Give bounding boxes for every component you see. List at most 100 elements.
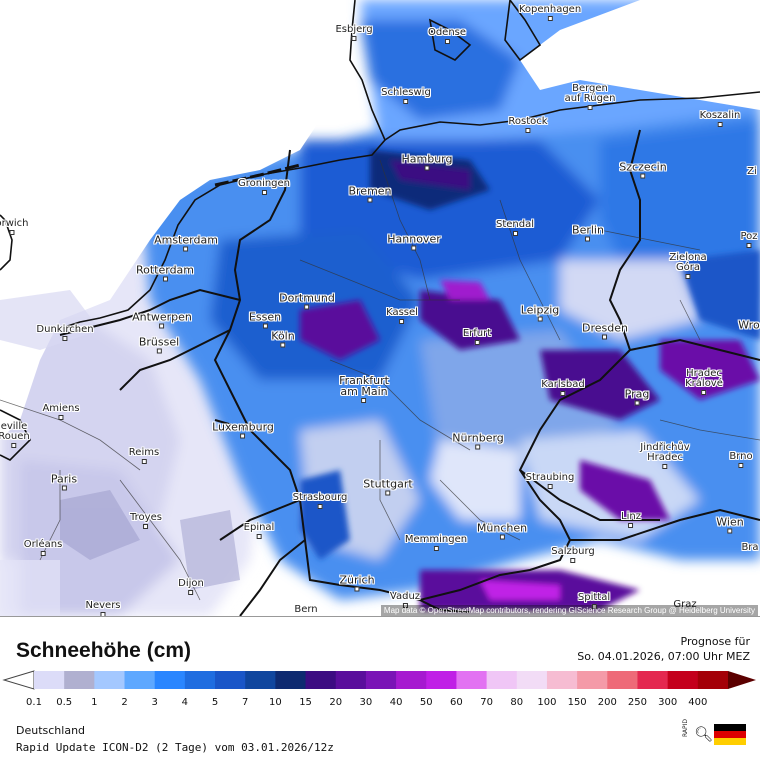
country-borders — [59, 129, 760, 616]
city-label: Jindřichův Hradec — [640, 443, 690, 469]
city-label: Amiens — [42, 404, 80, 420]
city-label: Stendal — [496, 220, 534, 236]
scale-swatch — [637, 671, 669, 689]
city-label: eville Rouen — [0, 422, 30, 448]
forecast-time: So. 04.01.2026, 07:00 Uhr MEZ — [577, 650, 750, 663]
scale-swatch — [154, 671, 186, 689]
city-label: Luxemburg — [212, 422, 274, 439]
scale-swatch — [184, 671, 216, 689]
scale-swatch — [305, 671, 337, 689]
scale-tick-label: 5 — [211, 697, 219, 708]
city-label: Linz — [621, 512, 641, 528]
city-label: Dresden — [582, 323, 628, 340]
city-label: Koszalin — [700, 111, 740, 127]
scale-tick-label: 2 — [121, 697, 128, 708]
legend-title: Schneehöhe (cm) — [16, 639, 192, 662]
scale-tick-label: 30 — [359, 697, 373, 708]
city-label: Nevers — [85, 601, 121, 616]
scale-swatch — [275, 671, 307, 689]
scale-tick-label: 70 — [480, 697, 493, 708]
city-label: Bern — [294, 604, 318, 615]
city-label: Berlin — [572, 225, 604, 242]
city-label: Köln — [271, 331, 295, 348]
city-label: Zürich — [339, 575, 375, 592]
model-run-label: Rapid Update ICON-D2 (2 Tage) vom 03.01.… — [16, 741, 334, 754]
france-patches — [0, 290, 240, 616]
scale-tick-label: 40 — [389, 697, 403, 708]
city-label: Troyes — [130, 513, 162, 529]
scale-tick-label: 150 — [567, 697, 587, 708]
scale-swatch — [124, 671, 156, 689]
city-label: Dortmund — [279, 293, 335, 310]
city-label: München — [477, 523, 527, 540]
scale-swatch — [215, 671, 246, 689]
city-label: Paris — [51, 474, 77, 491]
city-label: Spittal — [578, 593, 610, 609]
scale-swatch — [697, 671, 729, 689]
city-label: Essen — [249, 312, 281, 329]
city-label: Vaduz — [390, 592, 420, 608]
city-label: Poz — [740, 232, 758, 248]
scale-tick-label: 10 — [269, 697, 282, 708]
scale-swatch — [64, 671, 95, 689]
city-label: Szczecin — [619, 162, 667, 179]
scale-tick-label: 0.1 — [26, 697, 42, 708]
snow-field-heavy — [300, 150, 760, 610]
germany-flag-icon — [714, 724, 746, 745]
scale-tick-label: 50 — [419, 697, 433, 708]
city-label: Hannover — [387, 234, 441, 251]
city-label: Reims — [129, 448, 159, 464]
scale-swatch — [245, 671, 276, 689]
city-label: Antwerpen — [132, 312, 192, 329]
city-label: orwich — [0, 219, 29, 235]
city-label: Nürnberg — [452, 433, 504, 450]
map-canvas — [0, 0, 760, 616]
city-label: Rotterdam — [136, 265, 194, 282]
city-label: Amsterdam — [154, 235, 218, 252]
scale-swatch — [396, 671, 427, 689]
city-label: Rostock — [508, 117, 548, 133]
brand-logo[interactable]: RAPID 🔍︎ — [680, 719, 748, 751]
city-label: Wro — [738, 318, 760, 332]
scale-tick-label: 15 — [299, 697, 312, 708]
scale-swatch — [607, 671, 638, 689]
color-scale-ticks: 0.1 0.5 1 2 3 4 5 7 10 15 20 30 40 50 60 70 80 100 150 200 2… — [0, 697, 760, 711]
city-label: Brüssel — [139, 337, 179, 354]
city-label: Bremen — [348, 186, 392, 203]
snow-depth-map[interactable]: Kopenhagen Esbjerg Odense Schleswig Berg… — [0, 0, 760, 616]
city-label: Strasbourg — [293, 493, 347, 509]
scale-swatch — [335, 671, 367, 689]
scale-tick-label: 3 — [151, 697, 158, 708]
scale-tick-label: 300 — [658, 697, 678, 708]
scale-swatch — [667, 671, 699, 689]
scale-swatch — [94, 671, 126, 689]
scale-arrow-min — [2, 670, 35, 690]
city-label: Hradec Králové — [685, 369, 723, 395]
scale-tick-label: 80 — [510, 697, 524, 708]
city-label: Kassel — [386, 308, 418, 324]
scale-tick-label: 0.5 — [56, 697, 73, 708]
scale-swatch — [426, 671, 457, 689]
scale-swatch — [546, 671, 578, 689]
city-label: Frankfurt am Main — [339, 375, 389, 403]
map-attribution: Map data © OpenStreetMap contributors, r… — [380, 605, 758, 616]
city-label: Erfurt — [463, 329, 491, 345]
city-label: Kopenhagen — [519, 5, 581, 21]
city-label: Odense — [428, 28, 466, 44]
color-scale-bar — [2, 670, 756, 690]
scale-swatch — [516, 671, 548, 689]
city-label: Prag — [625, 389, 649, 406]
forecast-label: Prognose für — [680, 635, 751, 648]
city-label: Schleswig — [381, 88, 431, 104]
city-label: Hamburg — [402, 154, 453, 171]
scale-tick-label: 1 — [91, 697, 98, 708]
city-label: Salzburg — [551, 547, 595, 563]
scale-arrow-max — [728, 671, 756, 689]
scale-swatch — [34, 671, 65, 689]
city-label: Groningen — [238, 179, 290, 195]
city-label: Epinal — [244, 523, 274, 539]
city-label: Straubing — [526, 473, 574, 489]
scale-tick-label: 400 — [688, 697, 708, 708]
frisian-islands — [214, 163, 301, 187]
city-label: Leipzig — [521, 305, 559, 322]
